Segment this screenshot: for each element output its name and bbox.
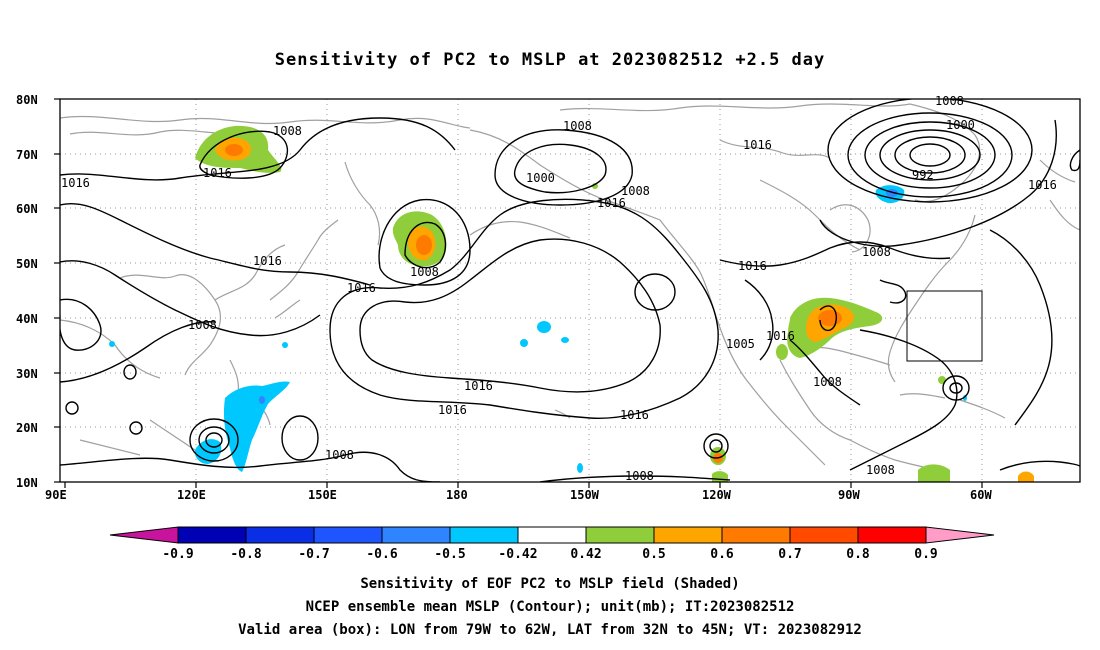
lon-label: 120E: [177, 488, 206, 502]
colorbar-swatch: [721, 526, 791, 544]
latitude-labels: 80N 70N 60N 50N 40N 30N 20N 10N: [16, 93, 38, 490]
contour-label: 1008: [273, 124, 302, 138]
colorbar-swatch: [585, 526, 655, 544]
colorbar-swatch: [857, 526, 927, 544]
lat-label: 40N: [16, 312, 38, 326]
contour-label: 1016: [253, 254, 282, 268]
contour-label: 1008: [813, 375, 842, 389]
colorbar-tick-label: -0.5: [434, 547, 465, 562]
caption-line-3: Valid area (box): LON from 79W to 62W, L…: [238, 622, 862, 638]
lon-label: 90W: [838, 488, 860, 502]
colorbar-tick-label: 0.7: [778, 547, 801, 562]
negative-sensitivity-patch: [520, 339, 528, 347]
positive-sensitivity-patch: [776, 344, 788, 360]
contour-label: 1005: [726, 337, 755, 351]
caption-line-2: NCEP ensemble mean MSLP (Contour); unit(…: [305, 599, 795, 615]
contour-label: 1016: [203, 166, 232, 180]
lat-label: 30N: [16, 367, 38, 381]
contour-label: 1016: [766, 329, 795, 343]
lon-label: 120W: [702, 488, 732, 502]
colorbar-swatch: [313, 526, 383, 544]
lon-label: 90E: [45, 488, 67, 502]
positive-sensitivity-patch: [918, 464, 950, 482]
contour-label: 1008: [621, 184, 650, 198]
contour-label: 1016: [620, 408, 649, 422]
colorbar-tick-label: -0.42: [498, 547, 537, 562]
contour-label: 1008: [866, 463, 895, 477]
colorbar-swatch: [789, 526, 859, 544]
mslp-contours: [60, 99, 1080, 482]
colorbar-tick-label: 0.8: [846, 547, 870, 562]
negative-sensitivity-patch: [259, 396, 265, 404]
colorbar: -0.9 -0.8 -0.7 -0.6 -0.5 -0.42 0.42 0.5 0.6 0.7 0.…: [109, 526, 995, 562]
lat-label: 80N: [16, 93, 38, 107]
colorbar-tick-label: 0.42: [570, 547, 601, 562]
lat-label: 60N: [16, 202, 38, 216]
contour-label: 1016: [1028, 178, 1057, 192]
lon-label: 180: [446, 488, 468, 502]
contour-label: 1016: [61, 176, 90, 190]
valid-area-box: [906, 290, 983, 362]
contour-label: 1008: [935, 94, 964, 108]
contour-label: 1016: [464, 379, 493, 393]
colorbar-swatch: [653, 526, 723, 544]
lat-label: 70N: [16, 148, 38, 162]
positive-sensitivity-patch: [1018, 471, 1034, 482]
colorbar-swatch: [245, 526, 315, 544]
lat-label: 20N: [16, 421, 38, 435]
colorbar-tick-label: 0.5: [642, 547, 665, 562]
negative-sensitivity-patch: [537, 321, 551, 333]
contour-label: 1016: [738, 259, 767, 273]
positive-sensitivity-patch: [225, 144, 243, 156]
contour-label: 1008: [563, 119, 592, 133]
colorbar-swatch: [381, 526, 451, 544]
contour-label: 1008: [862, 245, 891, 259]
colorbar-swatch: [177, 526, 247, 544]
sensitivity-shading: [109, 125, 1034, 482]
positive-sensitivity-patch: [416, 235, 432, 255]
negative-sensitivity-patch: [282, 342, 288, 348]
lon-label: 150W: [570, 488, 600, 502]
colorbar-tick-label: -0.6: [366, 547, 397, 562]
contour-label: 1000: [526, 171, 555, 185]
positive-sensitivity-patch: [818, 310, 842, 326]
negative-sensitivity-patch: [109, 341, 115, 347]
contour-label: 1008: [625, 469, 654, 483]
negative-sensitivity-patch: [561, 337, 569, 343]
colorbar-right-arrow: [925, 526, 995, 544]
contour-label: 992: [912, 168, 934, 182]
colorbar-swatch: [449, 526, 519, 544]
lat-label: 50N: [16, 257, 38, 271]
colorbar-tick-label: -0.8: [230, 547, 261, 562]
contour-label: 1016: [597, 196, 626, 210]
contour-label: 1008: [188, 318, 217, 332]
colorbar-left-arrow: [109, 526, 179, 544]
contour-label: 1000: [946, 118, 975, 132]
chart-title: Sensitivity of PC2 to MSLP at 2023082512…: [274, 50, 826, 70]
longitude-labels: 90E 120E 150E 180 150W 120W 90W 60W: [45, 488, 992, 502]
colorbar-swatch: [517, 526, 587, 544]
lat-label: 10N: [16, 476, 38, 490]
negative-sensitivity-patch: [223, 381, 290, 472]
contour-label: 1016: [743, 138, 772, 152]
colorbar-tick-label: 0.9: [914, 547, 937, 562]
lon-label: 60W: [970, 488, 992, 502]
colorbar-tick-label: -0.9: [162, 547, 193, 562]
lon-label: 150E: [308, 488, 337, 502]
negative-sensitivity-patch: [577, 463, 583, 473]
contour-label: 1008: [325, 448, 354, 462]
colorbar-tick-label: -0.7: [298, 547, 329, 562]
colorbar-tick-label: 0.6: [710, 547, 734, 562]
contour-label: 1016: [347, 281, 376, 295]
contour-label: 1016: [438, 403, 467, 417]
contour-labels: 1008 1016 1016 1008 1000 1008 1016 1016 …: [61, 94, 1057, 483]
caption-line-1: Sensitivity of EOF PC2 to MSLP field (Sh…: [360, 576, 740, 592]
contour-label: 1008: [410, 265, 439, 279]
